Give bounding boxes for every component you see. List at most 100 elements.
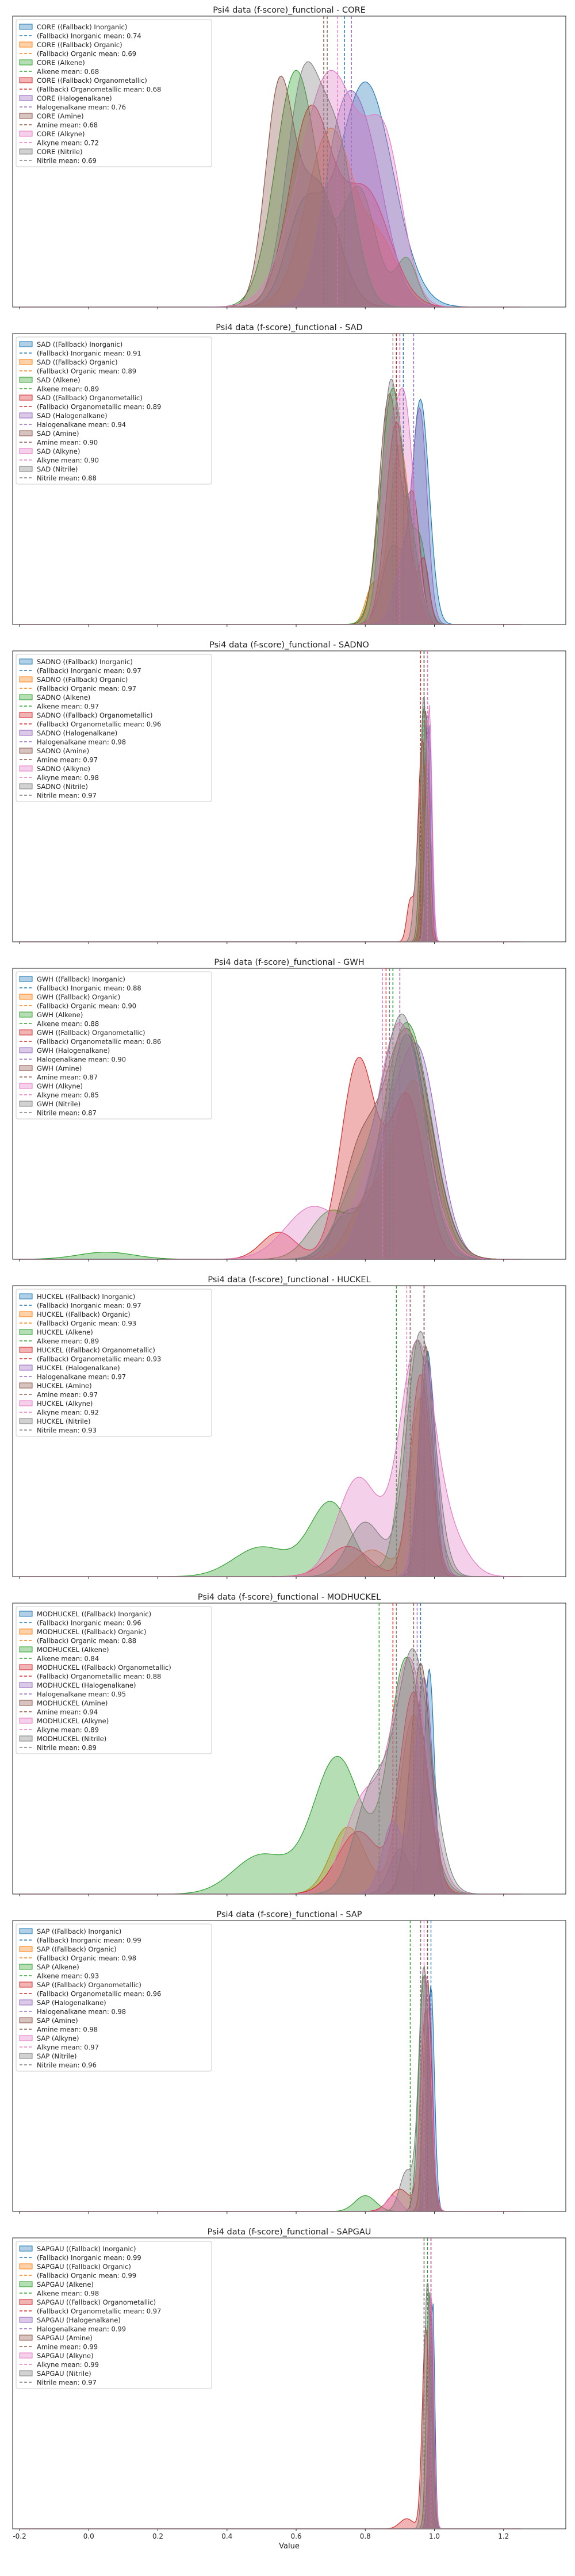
legend-swatch-organometallic bbox=[19, 2299, 33, 2305]
legend-label-inorganic: MODHUCKEL ((Fallback) Inorganic) bbox=[37, 1610, 151, 1618]
legend: GWH ((Fallback) Inorganic)(Fallback) Ino… bbox=[16, 971, 212, 1120]
chart-title: Psi4 data (f-score)_functional - MODHUCK… bbox=[198, 1593, 381, 1602]
legend-box bbox=[16, 1606, 212, 1754]
legend-swatch-organic bbox=[19, 41, 33, 48]
legend-swatch-alkene bbox=[19, 2281, 33, 2287]
legend-swatch-alkyne bbox=[19, 2035, 33, 2041]
x-tick-label: 0.2 bbox=[152, 2532, 163, 2540]
legend-label-halogenalkane: GWH (Halogenalkane) bbox=[37, 1046, 110, 1055]
legend-label-organometallic: SAPGAU ((Fallback) Organometallic) bbox=[37, 2298, 156, 2306]
legend-label-halogenalkane: SAP (Halogenalkane) bbox=[37, 1999, 106, 2007]
legend-swatch-alkene bbox=[19, 1964, 33, 1970]
legend-label-nitrile: SAD (Nitrile) bbox=[37, 465, 78, 473]
legend-label-organometallic: GWH ((Fallback) Organometallic) bbox=[37, 1029, 145, 1037]
legend-label-alkyne: SAD (Alkyne) bbox=[37, 447, 80, 455]
legend-mean-label-alkyne: Alkyne mean: 0.89 bbox=[37, 1726, 99, 1734]
chart-title: Psi4 data (f-score)_functional - SAP bbox=[217, 1910, 362, 1919]
legend-swatch-alkyne bbox=[19, 131, 33, 137]
legend-label-organometallic: SAD ((Fallback) Organometallic) bbox=[37, 394, 143, 402]
chart-panel-1: Psi4 data (f-score)_functional - CORECOR… bbox=[12, 6, 566, 309]
legend-mean-label-organometallic: (Fallback) Organometallic mean: 0.86 bbox=[37, 1038, 161, 1046]
legend: SAD ((Fallback) Inorganic) (Fallback) Ino… bbox=[16, 336, 212, 485]
legend-mean-label-nitrile: Nitrile mean: 0.88 bbox=[37, 474, 97, 482]
legend-label-inorganic: HUCKEL ((Fallback) Inorganic) bbox=[37, 1293, 135, 1301]
legend-label-inorganic: SAPGAU ((Fallback) Inorganic) bbox=[37, 2245, 136, 2253]
legend-mean-label-alkyne: Alkyne mean: 0.97 bbox=[37, 2044, 99, 2052]
legend-label-amine: CORE (Amine) bbox=[37, 112, 84, 120]
legend-mean-label-halogenalkane: Halogenalkane mean: 0.99 bbox=[37, 2325, 126, 2333]
legend-swatch-alkyne bbox=[19, 1718, 33, 1724]
legend-swatch-alkene bbox=[19, 1646, 33, 1653]
legend-mean-label-organic: (Fallback) Organic mean: 0.99 bbox=[37, 2272, 136, 2280]
legend-swatch-nitrile bbox=[19, 2053, 33, 2059]
legend-label-halogenalkane: SADNO (Halogenalkane) bbox=[37, 729, 117, 737]
legend-box bbox=[16, 1289, 212, 1437]
legend-mean-label-alkyne: Alkyne mean: 0.92 bbox=[37, 1409, 99, 1417]
legend-mean-label-halogenalkane: Halogenalkane mean: 0.94 bbox=[37, 421, 126, 429]
legend-swatch-nitrile bbox=[19, 148, 33, 155]
legend-mean-label-inorganic: (Fallback) Inorganic mean: 0.74 bbox=[37, 32, 141, 40]
legend-label-organic: SAPGAU ((Fallback) Organic) bbox=[37, 2263, 131, 2271]
legend-label-amine: SADNO (Amine) bbox=[37, 747, 89, 755]
legend-label-amine: SAD (Amine) bbox=[37, 430, 79, 438]
legend-swatch-nitrile bbox=[19, 2370, 33, 2376]
legend-swatch-amine bbox=[19, 430, 33, 436]
legend-swatch-inorganic bbox=[19, 1293, 33, 1300]
legend-box bbox=[16, 1923, 212, 2072]
legend-label-alkyne: SAPGAU (Alkyne) bbox=[37, 2352, 94, 2360]
legend-swatch-alkene bbox=[19, 694, 33, 700]
legend-mean-label-alkene: Alkene mean: 0.98 bbox=[37, 2290, 99, 2298]
legend-swatch-alkene bbox=[19, 59, 33, 66]
legend: CORE ((Fallback) Inorganic)(Fallback) In… bbox=[16, 19, 212, 167]
legend-label-alkyne: GWH (Alkyne) bbox=[37, 1082, 83, 1090]
legend-mean-label-amine: Amine mean: 0.97 bbox=[37, 756, 98, 764]
density-nitrile bbox=[20, 378, 521, 625]
legend-label-organic: HUCKEL ((Fallback) Organic) bbox=[37, 1310, 131, 1318]
chart-title: Psi4 data (f-score)_functional - SAPGAU bbox=[208, 2228, 371, 2237]
legend-label-nitrile: SAP (Nitrile) bbox=[37, 2052, 76, 2060]
legend-mean-label-alkene: Alkene mean: 0.97 bbox=[37, 703, 99, 711]
legend-mean-label-organic: (Fallback) Organic mean: 0.97 bbox=[37, 685, 136, 693]
legend-mean-label-organometallic: (Fallback) Organometallic mean: 0.68 bbox=[37, 86, 161, 94]
legend-label-alkene: SAP (Alkene) bbox=[37, 1963, 79, 1971]
x-tick-label: 0.4 bbox=[221, 2532, 232, 2540]
legend-mean-label-amine: Amine mean: 0.90 bbox=[37, 439, 98, 447]
legend-label-alkene: SAD (Alkene) bbox=[37, 376, 80, 384]
legend-swatch-organic bbox=[19, 1946, 33, 1952]
legend-mean-label-amine: Amine mean: 0.68 bbox=[37, 121, 98, 129]
legend-swatch-halogenalkane bbox=[19, 1364, 33, 1371]
legend-label-nitrile: SADNO (Nitrile) bbox=[37, 783, 88, 791]
legend-mean-label-alkyne: Alkyne mean: 0.85 bbox=[37, 1091, 99, 1099]
legend-mean-label-organometallic: (Fallback) Organometallic mean: 0.88 bbox=[37, 1673, 161, 1681]
legend-mean-label-organometallic: (Fallback) Organometallic mean: 0.93 bbox=[37, 1355, 161, 1363]
legend-mean-label-organic: (Fallback) Organic mean: 0.90 bbox=[37, 1002, 136, 1010]
legend-label-organic: SAP ((Fallback) Organic) bbox=[37, 1945, 117, 1953]
legend-swatch-inorganic bbox=[19, 658, 33, 665]
legend-swatch-organometallic bbox=[19, 1664, 33, 1670]
x-tick-label: 1.2 bbox=[498, 2532, 509, 2540]
legend-mean-label-alkene: Alkene mean: 0.68 bbox=[37, 68, 99, 76]
legend-label-organic: CORE ((Fallback) Organic) bbox=[37, 41, 122, 49]
legend-mean-label-organic: (Fallback) Organic mean: 0.69 bbox=[37, 50, 136, 58]
x-tick-label: 0.6 bbox=[290, 2532, 301, 2540]
legend-swatch-amine bbox=[19, 2017, 33, 2023]
legend-mean-label-halogenalkane: Halogenalkane mean: 0.98 bbox=[37, 738, 126, 746]
legend-label-inorganic: SAD ((Fallback) Inorganic) bbox=[37, 340, 122, 348]
chart-title: Psi4 data (f-score)_functional - HUCKEL bbox=[208, 1275, 370, 1285]
legend-box bbox=[16, 654, 212, 802]
legend-label-amine: SAPGAU (Amine) bbox=[37, 2334, 93, 2342]
chart-panel-8: Psi4 data (f-score)_functional - SAPGAU S… bbox=[12, 2228, 566, 2540]
legend-label-halogenalkane: CORE (Halogenalkane) bbox=[37, 94, 112, 102]
density-alkene bbox=[19, 1022, 521, 1260]
legend-mean-label-inorganic: (Fallback) Inorganic mean: 0.91 bbox=[37, 350, 141, 358]
legend-mean-label-inorganic: (Fallback) Inorganic mean: 0.96 bbox=[37, 1619, 141, 1627]
legend-mean-label-inorganic: (Fallback) Inorganic mean: 0.97 bbox=[37, 1302, 141, 1310]
legend-swatch-alkene bbox=[19, 1011, 33, 1018]
legend-swatch-amine bbox=[19, 113, 33, 119]
legend-label-alkyne: MODHUCKEL (Alkyne) bbox=[37, 1717, 109, 1725]
chart-title: Psi4 data (f-score)_functional - CORE bbox=[213, 6, 366, 15]
legend-mean-label-nitrile: Nitrile mean: 0.93 bbox=[37, 1427, 97, 1435]
legend-mean-label-alkene: Alkene mean: 0.89 bbox=[37, 1337, 99, 1346]
legend-swatch-nitrile bbox=[19, 1735, 33, 1742]
